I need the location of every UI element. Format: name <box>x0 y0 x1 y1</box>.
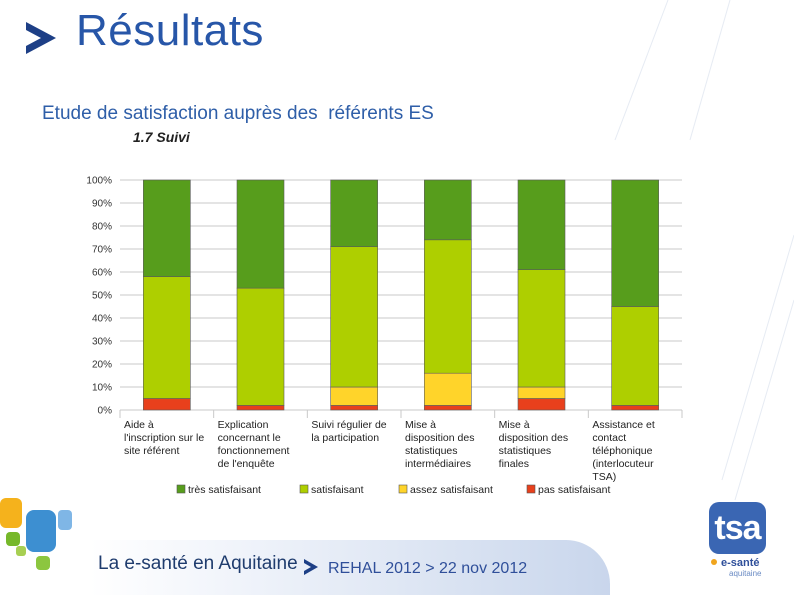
page-title: Résultats <box>76 6 264 55</box>
bar-segment <box>330 386 378 406</box>
tsa-logo-line2: aquitaine <box>729 569 762 578</box>
bar-segment <box>517 179 566 270</box>
bar-segment <box>611 306 659 406</box>
bar-segment <box>424 179 472 241</box>
bar-segment <box>330 246 378 388</box>
legend-label: satisfaisant <box>311 484 364 496</box>
bar-segment <box>517 269 566 388</box>
legend-label: assez satisfaisant <box>410 484 493 496</box>
y-tick-label: 0% <box>98 406 113 417</box>
x-tick-label: Suivi régulier de la participation <box>311 419 386 444</box>
bar-segment <box>236 179 285 289</box>
y-tick-label: 40% <box>92 314 112 325</box>
legend-label: pas satisfaisant <box>538 484 610 496</box>
footer-band <box>90 540 610 595</box>
bar-segment <box>236 287 285 406</box>
y-tick-label: 20% <box>92 360 112 371</box>
x-tick-label: Mise à disposition des statistiques intermé… <box>405 419 474 470</box>
footer-event: REHAL 2012 > 22 nov 2012 <box>328 560 528 577</box>
logo-squares-icon <box>0 498 72 570</box>
bar-segment <box>611 405 659 411</box>
y-tick-label: 10% <box>92 383 112 394</box>
bar-segment <box>236 405 285 411</box>
bar-segment <box>143 276 191 399</box>
y-tick-label: 50% <box>92 291 112 302</box>
x-tick-label: Mise à disposition des statistiques finales <box>499 419 568 470</box>
bar-segment <box>424 239 472 374</box>
x-tick-label: Assistance et contact téléphonique (interlo… <box>592 419 655 483</box>
y-tick-label: 90% <box>92 199 112 210</box>
footer-brand: La e-santé en Aquitaine <box>98 553 298 574</box>
legend-swatch <box>299 484 309 494</box>
bar-segment <box>517 386 566 399</box>
title-chevron-icon <box>26 22 56 54</box>
bar-segment <box>424 405 472 411</box>
tsa-logo-dot <box>711 559 717 565</box>
tsa-logo: tsa <box>709 502 766 554</box>
page-subtitle: Etude de satisfaction auprès des référen… <box>42 103 434 124</box>
y-tick-label: 30% <box>92 337 112 348</box>
bar-segment <box>424 372 472 406</box>
legend-label: très satisfaisant <box>188 484 261 496</box>
legend-swatch <box>398 484 408 494</box>
x-tick-label: Explication concernant le fonctionnement de… <box>218 419 290 470</box>
y-tick-label: 60% <box>92 268 112 279</box>
y-tick-label: 80% <box>92 222 112 233</box>
tsa-logo-line1: e-santé <box>721 557 760 569</box>
legend-swatch <box>526 484 536 494</box>
bar-segment <box>143 179 191 277</box>
bar-segment <box>517 398 566 411</box>
y-tick-label: 70% <box>92 245 112 256</box>
bar-segment <box>330 405 378 411</box>
y-tick-label: 100% <box>86 176 112 187</box>
bar-segment <box>330 179 378 247</box>
bar-segment <box>143 398 191 411</box>
footer-chevron-icon <box>304 559 318 575</box>
bar-segment <box>611 179 659 307</box>
section-label: 1.7 Suivi <box>133 129 190 145</box>
legend-swatch <box>176 484 186 494</box>
x-tick-label: Aide à l'inscription sur le site référent <box>124 419 204 457</box>
